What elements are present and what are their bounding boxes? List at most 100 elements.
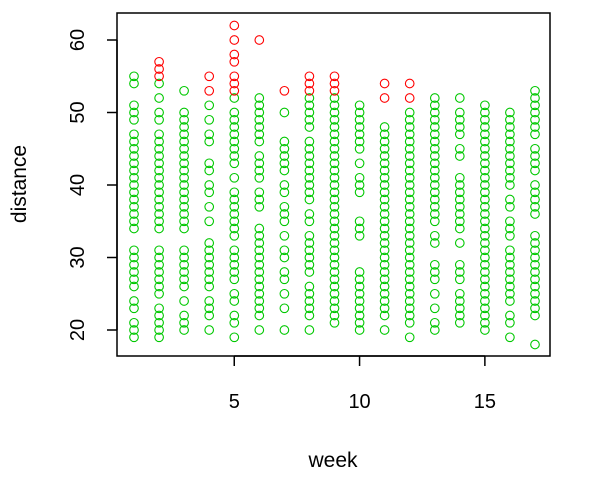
data-point	[454, 180, 465, 190]
data-point	[304, 267, 315, 277]
data-point	[379, 281, 390, 292]
data-point	[204, 180, 215, 190]
data-point	[379, 122, 390, 132]
data-point	[154, 216, 164, 227]
data-point	[454, 201, 465, 212]
data-point	[329, 245, 340, 256]
data-point	[179, 180, 189, 190]
data-point	[304, 122, 315, 132]
data-point	[179, 216, 189, 227]
data-point	[354, 114, 365, 125]
data-point	[304, 238, 315, 248]
data-point	[404, 288, 415, 299]
data-point	[354, 310, 365, 321]
data-point	[505, 151, 515, 161]
data-point	[454, 216, 465, 227]
data-point	[454, 267, 465, 277]
data-point	[229, 114, 240, 125]
data-point	[129, 201, 139, 212]
data-point	[229, 274, 240, 285]
data-point	[204, 114, 215, 125]
data-point	[229, 187, 240, 198]
data-point	[179, 151, 189, 161]
data-point	[229, 245, 240, 256]
data-point	[480, 245, 490, 256]
data-point	[354, 288, 365, 299]
data-point	[530, 187, 540, 198]
y-tick-label: 50	[67, 101, 89, 123]
outlier-point	[379, 93, 390, 103]
data-point	[154, 180, 164, 190]
data-point	[229, 194, 240, 205]
data-point	[429, 165, 440, 176]
data-point	[480, 187, 490, 198]
data-point	[179, 114, 189, 125]
data-point	[129, 158, 139, 169]
data-point	[429, 201, 440, 212]
outlier-point	[229, 78, 240, 89]
data-point	[530, 230, 540, 241]
data-point	[229, 296, 240, 306]
data-point	[179, 296, 189, 306]
data-point	[429, 325, 440, 335]
data-point	[505, 180, 515, 190]
data-point	[229, 122, 240, 132]
data-point	[480, 281, 490, 292]
x-tick-label: 10	[348, 391, 370, 413]
data-point	[429, 259, 440, 270]
data-point	[454, 122, 465, 132]
data-point	[154, 288, 164, 299]
data-point	[179, 267, 189, 277]
data-point	[530, 129, 540, 140]
data-point	[354, 303, 365, 314]
data-point	[505, 230, 515, 241]
data-point	[404, 122, 415, 132]
data-point	[480, 136, 490, 147]
data-point	[354, 143, 365, 154]
data-point	[530, 303, 540, 314]
data-point	[429, 209, 440, 219]
data-point	[179, 107, 189, 118]
data-point	[379, 187, 390, 198]
data-point	[454, 310, 465, 321]
data-point	[404, 223, 415, 234]
data-point	[480, 259, 490, 270]
data-point	[505, 136, 515, 147]
data-point	[480, 209, 490, 219]
data-point	[154, 187, 164, 198]
data-point	[229, 107, 240, 118]
data-point	[254, 172, 265, 183]
data-point	[129, 245, 139, 256]
data-point	[254, 158, 265, 169]
data-point	[480, 252, 490, 263]
data-point	[454, 143, 465, 154]
outlier-point	[404, 93, 415, 103]
data-point	[204, 187, 215, 198]
data-point	[429, 317, 440, 328]
data-point	[204, 201, 215, 212]
data-point	[530, 259, 540, 270]
data-point	[204, 136, 215, 147]
data-point	[354, 100, 365, 111]
data-point	[154, 281, 164, 292]
data-point	[129, 100, 139, 111]
data-point	[129, 252, 139, 263]
data-point	[505, 216, 515, 227]
outlier-point	[229, 56, 240, 67]
data-point	[530, 114, 540, 125]
data-point	[179, 136, 189, 147]
data-point	[530, 310, 540, 321]
data-point	[129, 325, 139, 335]
data-point	[530, 281, 540, 292]
data-point	[204, 216, 215, 227]
data-point	[129, 194, 139, 205]
data-point	[304, 165, 315, 176]
data-point	[480, 267, 490, 277]
data-point	[129, 172, 139, 183]
data-point	[254, 187, 265, 198]
data-point	[279, 230, 290, 241]
data-point	[429, 143, 440, 154]
data-point	[329, 107, 340, 118]
data-point	[154, 129, 164, 140]
data-point	[480, 172, 490, 183]
